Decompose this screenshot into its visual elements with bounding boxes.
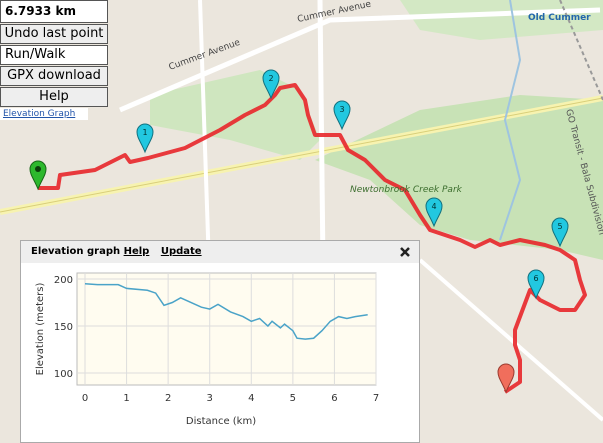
control-panel: 6.7933 km Undo last point Run/Walk GPX d… (0, 0, 108, 120)
plot-area (76, 272, 377, 386)
y-tick-label: 200 (54, 275, 73, 286)
help-button[interactable]: Help (0, 87, 108, 107)
popup-update[interactable]: Update (160, 246, 202, 257)
gpx-button[interactable]: GPX download (0, 66, 108, 86)
place-label: Old Cummer (528, 13, 591, 23)
route (38, 83, 587, 394)
park-label: Newtonbrook Creek Park (350, 185, 463, 195)
x-tick-label: 5 (290, 393, 296, 404)
undo-button[interactable]: Undo last point (0, 24, 108, 44)
popup-title: Elevation graph (31, 246, 121, 257)
marker-number: 4 (431, 202, 436, 211)
y-tick-label: 100 (54, 369, 73, 380)
marker-end[interactable] (497, 363, 515, 394)
marker-pin (425, 197, 443, 228)
route-marker[interactable]: 5 (551, 217, 569, 248)
popup-header: Elevation graph Help Update (21, 241, 419, 263)
road (119, 7, 601, 113)
x-axis-label: Distance (km) (186, 416, 256, 427)
x-tick-label: 6 (331, 393, 337, 404)
x-tick-label: 7 (373, 393, 379, 404)
marker-number: 6 (533, 274, 538, 283)
close-button[interactable] (399, 246, 411, 258)
marker-number: 3 (339, 105, 344, 114)
road (418, 258, 603, 422)
x-tick-label: 4 (248, 393, 254, 404)
y-axis-label: Elevation (meters) (35, 283, 46, 376)
elevation-chart: Distance (km) Elevation (meters) 1001502… (35, 272, 379, 427)
marker-pin (262, 69, 280, 100)
route-marker[interactable]: 3 (333, 100, 351, 131)
marker-number: 5 (557, 222, 562, 231)
distance: 6.7933 km (0, 0, 108, 23)
marker-number: 1 (142, 128, 147, 137)
elevation-line (84, 282, 368, 340)
mode-select[interactable]: Run/Walk (0, 45, 108, 65)
creek (499, 0, 522, 241)
marker-number: 2 (268, 74, 273, 83)
mode-value: Run/Walk (5, 47, 66, 62)
road (0, 97, 603, 213)
popup-help[interactable]: Help (123, 246, 150, 257)
marker-pin (333, 100, 351, 131)
x-tick-label: 1 (123, 393, 129, 404)
x-tick-label: 3 (207, 393, 213, 404)
route-marker[interactable]: 1 (136, 123, 154, 154)
route-marker[interactable]: 4 (425, 197, 443, 228)
route-marker[interactable]: 6 (527, 269, 545, 300)
marker-start[interactable] (29, 160, 47, 191)
marker-pin (551, 217, 569, 248)
x-tick-label: 2 (165, 393, 171, 404)
marker-pin (527, 269, 545, 300)
elevation-link[interactable]: Elevation Graph (0, 108, 88, 120)
route-marker[interactable]: 2 (262, 69, 280, 100)
marker-pin (136, 123, 154, 154)
elevation-popup: Elevation graph Help Update Distance (km… (20, 240, 420, 443)
x-tick-label: 0 (82, 393, 88, 404)
y-tick-label: 150 (54, 322, 73, 333)
